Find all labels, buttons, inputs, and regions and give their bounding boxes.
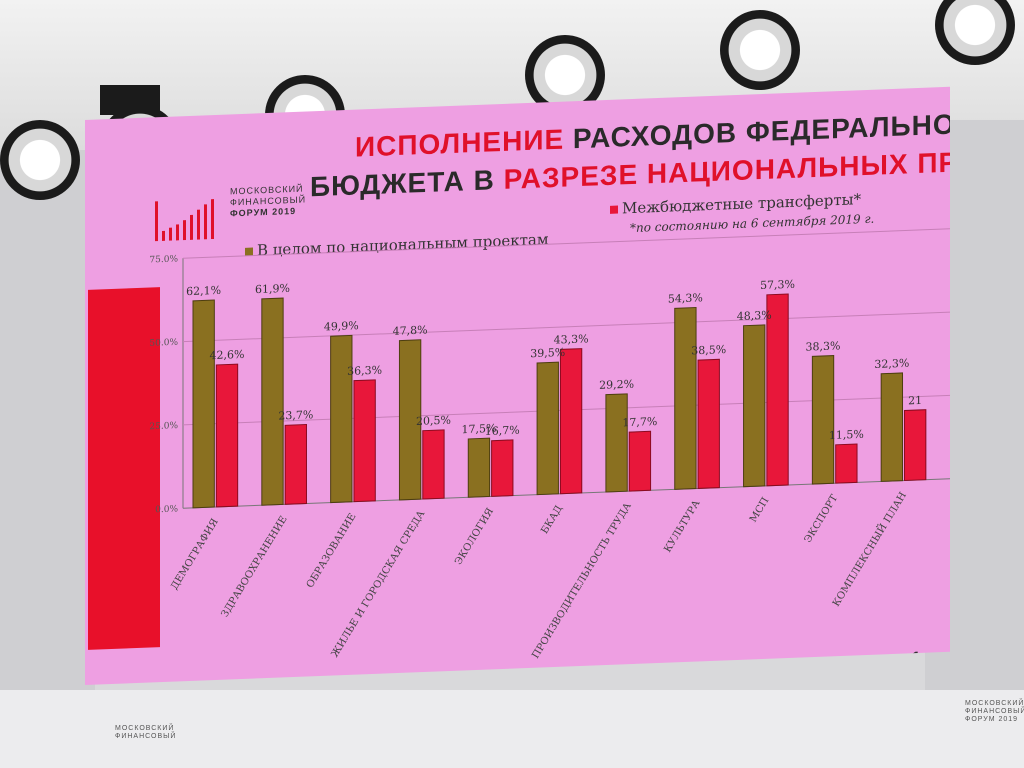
data-label-total: 17,5% xyxy=(461,422,496,436)
data-label-total: 61,9% xyxy=(255,282,290,296)
data-label-transfers: 36,3% xyxy=(347,364,382,378)
data-label-total: 62,1% xyxy=(186,284,221,298)
forum-logo-bars xyxy=(155,199,214,242)
data-label-total: 48,3% xyxy=(737,309,772,323)
y-tick-label: 25.0% xyxy=(149,421,178,432)
bar-chart: 0.0% 25.0% 50.0% 75.0% 62,1% 42,6% 61,9% 23,7%… xyxy=(149,228,950,661)
bar-transfers xyxy=(491,439,514,497)
bar-total xyxy=(467,437,491,498)
footer-logo-line-3: ФОРУМ 2019 xyxy=(965,716,1019,723)
data-label-transfers: 57,3% xyxy=(760,278,795,292)
stage-light xyxy=(935,0,1015,65)
category-label: КУЛЬТУРА xyxy=(662,498,702,554)
footer-logo-line-2: ФИНАНСОВЫЙ xyxy=(115,733,177,740)
gridline xyxy=(183,228,950,259)
data-label-total: 39,5% xyxy=(530,346,565,360)
data-label-total: 47,8% xyxy=(393,324,428,338)
category-label: МСП xyxy=(748,496,772,525)
data-label-total: 49,9% xyxy=(324,319,359,333)
presentation-slide: МОСКОВСКИЙ ФИНАНСОВЫЙ ФОРУМ 2019 ИСПОЛНЕ… xyxy=(85,86,950,686)
y-tick-label: 75.0% xyxy=(149,254,178,265)
bar-transfers xyxy=(284,423,307,505)
category-label: ОБРАЗОВАНИЕ xyxy=(305,512,359,590)
footer-logo-line-2: ФИНАНСОВЫЙ xyxy=(965,708,1024,715)
bar-total xyxy=(330,334,353,504)
bar-total xyxy=(743,324,766,488)
bar-total xyxy=(192,299,215,509)
bar-transfers xyxy=(422,429,445,500)
left-wall xyxy=(0,150,95,768)
data-label-transfers: 23,7% xyxy=(278,408,313,422)
data-label-transfers: 38,5% xyxy=(691,343,726,357)
page-number: 1 xyxy=(911,647,922,669)
footer-logo-line-1: МОСКОВСКИЙ xyxy=(115,725,175,732)
bar-transfers xyxy=(835,443,858,484)
bar-total xyxy=(605,393,628,493)
data-label-transfers: 42,6% xyxy=(210,348,245,362)
stage-light xyxy=(0,120,80,200)
footer-logo-line-1: МОСКОВСКИЙ xyxy=(965,700,1024,707)
footer-logo: МОСКОВСКИЙ ФИНАНСОВЫЙ ФОРУМ 2019 xyxy=(965,700,1024,724)
category-label: КОМПЛЕКСНЫЙ ПЛАН xyxy=(830,490,909,609)
y-tick-label: 0.0% xyxy=(155,504,178,515)
bar-total xyxy=(261,297,284,506)
category-label: ЭКОЛОГИЯ xyxy=(453,506,496,567)
bar-transfers xyxy=(904,409,927,482)
bar-total xyxy=(674,307,697,490)
category-label: БКАД xyxy=(539,504,565,536)
data-label-total: 54,3% xyxy=(668,291,703,305)
data-label-transfers: 16,7% xyxy=(485,424,520,438)
bar-total xyxy=(880,372,904,482)
stage-light xyxy=(720,10,800,90)
bar-transfers xyxy=(215,363,239,508)
data-label-transfers: 11,5% xyxy=(829,428,864,442)
data-label-total: 32,3% xyxy=(874,357,909,371)
bar-transfers xyxy=(766,293,789,487)
data-label-total: 38,3% xyxy=(806,339,841,353)
data-label-transfers: 17,7% xyxy=(622,415,657,429)
category-label: ЭКСПОРТ xyxy=(803,493,841,545)
gridline xyxy=(183,311,950,343)
category-label: ДЕМОГРАФИЯ xyxy=(169,517,221,592)
bar-total xyxy=(536,361,559,496)
data-label-transfers: 20,5% xyxy=(416,414,451,428)
footer-logo: МОСКОВСКИЙ ФИНАНСОВЫЙ xyxy=(115,725,176,741)
data-label-total: 29,2% xyxy=(599,378,634,392)
data-label-transfers: 21 xyxy=(908,394,922,408)
bar-transfers xyxy=(697,358,720,489)
bar-total xyxy=(398,339,422,501)
bar-transfers xyxy=(353,379,376,503)
forum-backdrop-stand xyxy=(0,690,1024,768)
bar-transfers xyxy=(628,430,652,492)
bar-transfers xyxy=(559,348,583,495)
bar-total xyxy=(811,355,835,485)
data-label-transfers: 43,3% xyxy=(554,332,589,346)
category-label: ЗДРАВООХРАНЕНИЕ xyxy=(220,514,290,619)
y-tick-label: 50.0% xyxy=(149,338,178,349)
